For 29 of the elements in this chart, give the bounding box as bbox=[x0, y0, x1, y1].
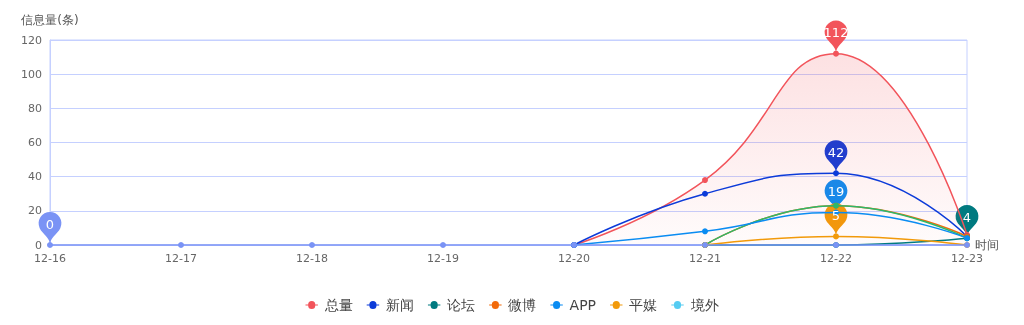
x-tick-label: 12-22 bbox=[820, 252, 852, 265]
y-tick-label: 80 bbox=[28, 101, 42, 115]
legend-label: 论坛 bbox=[447, 297, 476, 313]
y-tick-label: 0 bbox=[35, 238, 42, 252]
x-tick-label: 12-20 bbox=[558, 252, 590, 265]
y-tick-label: 60 bbox=[28, 136, 42, 149]
data-label: 4 bbox=[962, 209, 972, 225]
y-tick-label: 40 bbox=[28, 170, 42, 184]
x-tick-label: 12-16 bbox=[34, 252, 66, 265]
y-tick-label: 20 bbox=[28, 204, 42, 218]
legend-label: 微博 bbox=[508, 297, 537, 313]
x-axis-title: 时间 bbox=[975, 238, 999, 252]
x-tick-label: 12-17 bbox=[165, 252, 197, 265]
x-tick-label: 12-21 bbox=[689, 252, 721, 265]
x-tick-label: 12-18 bbox=[296, 252, 328, 265]
data-label: 0 bbox=[45, 216, 55, 232]
legend-label: 平媒 bbox=[629, 297, 658, 313]
legend-label: APP bbox=[569, 297, 597, 313]
data-label: 19 bbox=[827, 184, 845, 200]
y-tick-label: 100 bbox=[21, 67, 42, 81]
x-tick-label: 12-19 bbox=[427, 252, 459, 265]
legend-label: 总量 bbox=[323, 297, 353, 313]
data-label: 42 bbox=[827, 144, 845, 160]
x-tick-label: 12-23 bbox=[951, 252, 983, 265]
legend-label: 境外 bbox=[689, 297, 719, 313]
y-tick-label: 120 bbox=[21, 33, 42, 47]
data-label: 112 bbox=[823, 25, 849, 41]
legend-label: 新闻 bbox=[385, 297, 414, 313]
y-axis-title: 信息量(条) bbox=[21, 13, 79, 27]
